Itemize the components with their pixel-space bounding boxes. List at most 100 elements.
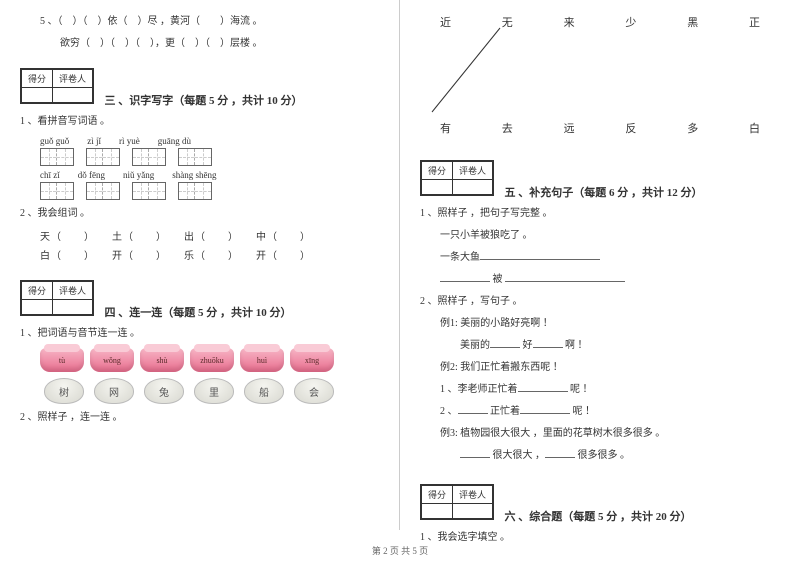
- pillow-item[interactable]: xīng: [290, 348, 334, 372]
- stone-item[interactable]: 网: [94, 378, 134, 404]
- q4-2: 2 、照样子 ，连一连 。: [20, 410, 379, 426]
- match-word[interactable]: 有: [440, 120, 451, 136]
- match-word[interactable]: 远: [564, 120, 575, 136]
- ex3: 例3: 植物园很大很大 ，里面的花草树木很多很多 。: [420, 426, 780, 442]
- ex2-1: 1 、李老师正忙着 呢 ！: [420, 382, 780, 398]
- pinyin-row-2: chī zǐ dǒ fēng niǔ yǎng shàng shēng: [40, 170, 379, 180]
- section-3-header: 得分 评卷人 三 、识字写字（每题 5 分 ，共计 10 分）: [20, 58, 379, 108]
- match-bottom-row: 有 去 远 反 多 白: [420, 120, 780, 136]
- grader-label: 评卷人: [53, 282, 93, 300]
- section-5-header: 得分 评卷人 五 、补充句子（每题 6 分 ，共计 12 分）: [420, 150, 780, 200]
- char-grid[interactable]: [132, 148, 166, 166]
- stone-item[interactable]: 会: [294, 378, 334, 404]
- text: 呢 ！: [573, 406, 596, 417]
- score-label: 得分: [422, 162, 453, 180]
- stone-item[interactable]: 树: [44, 378, 84, 404]
- left-column: 5 、（ ）（ ）依（ ）尽 ，黄河（ ）海流 。 欲穷（ ）（ ）（ ），更（…: [0, 0, 400, 530]
- grader-label: 评卷人: [53, 70, 93, 88]
- q5-1: 1 、照样子 ，把句子写完整 。: [420, 206, 780, 222]
- section-6-title: 六 、综合题（每题 5 分 ，共计 20 分）: [505, 508, 692, 524]
- ex3-fill: 很大很大 ， 很多很多 。: [420, 448, 780, 464]
- blank[interactable]: [458, 404, 488, 414]
- char-grid[interactable]: [40, 182, 74, 200]
- ex1: 例1: 美丽的小路好亮啊 ！: [420, 316, 780, 332]
- score-label: 得分: [22, 282, 53, 300]
- match-line-svg: [420, 20, 780, 120]
- q5-1a: 一只小羊被狼吃了 。: [420, 228, 780, 244]
- stone-item[interactable]: 里: [194, 378, 234, 404]
- match-word[interactable]: 白: [749, 120, 760, 136]
- blank[interactable]: [440, 272, 490, 282]
- score-box-3: 得分 评卷人: [20, 68, 94, 104]
- pillow-item[interactable]: tù: [40, 348, 84, 372]
- pillow-item[interactable]: zhuōku: [190, 348, 234, 372]
- q5-1c: 被: [420, 272, 780, 288]
- pinyin: chī zǐ: [40, 170, 60, 180]
- pinyin: zì jǐ: [87, 136, 101, 146]
- ex2-2: 2 、 正忙着 呢 ！: [420, 404, 780, 420]
- section-4-title: 四 、连一连（每题 5 分 ，共计 10 分）: [105, 304, 292, 320]
- score-box-5: 得分 评卷人: [420, 160, 494, 196]
- grid-row-1: [40, 148, 379, 166]
- blank[interactable]: [520, 404, 570, 414]
- text: 2 、: [440, 406, 458, 417]
- q5-2: 2 、照样子 ，写句子 。: [420, 294, 780, 310]
- pinyin: dǒ fēng: [78, 170, 105, 180]
- pinyin-row-1: guǒ guǒ zì jǐ rì yuè guāng dù: [40, 136, 379, 146]
- text: 啊 ！: [565, 340, 588, 351]
- match-word[interactable]: 多: [687, 120, 698, 136]
- section-6-header: 得分 评卷人 六 、综合题（每题 5 分 ，共计 20 分）: [420, 474, 780, 524]
- pillow-item[interactable]: huì: [240, 348, 284, 372]
- text: 很多很多 。: [578, 450, 631, 461]
- blank[interactable]: [518, 382, 568, 392]
- stone-row: 树 网 兔 里 船 会: [44, 378, 379, 404]
- score-label: 得分: [22, 70, 53, 88]
- pinyin: guǒ guǒ: [40, 136, 69, 146]
- score-label: 得分: [422, 486, 453, 504]
- q3-1: 1 、看拼音写词语 。: [20, 114, 379, 130]
- text: 被: [493, 274, 503, 285]
- text: 很大很大 ，: [493, 450, 546, 461]
- text: 1 、李老师正忙着: [440, 384, 518, 395]
- text: 正忙着: [490, 406, 520, 417]
- stone-item[interactable]: 兔: [144, 378, 184, 404]
- score-box-4: 得分 评卷人: [20, 280, 94, 316]
- text: 呢 ！: [570, 384, 593, 395]
- pinyin: niǔ yǎng: [123, 170, 154, 180]
- pillow-item[interactable]: wǒng: [90, 348, 134, 372]
- pillow-row: tù wǒng shù zhuōku huì xīng: [40, 348, 379, 372]
- q5-line2: 欲穷（ ）（ ）（ ），更（ ）（ ）层楼 。: [20, 36, 379, 52]
- q3-2: 2 、我会组词 。: [20, 206, 379, 222]
- pillow-item[interactable]: shù: [140, 348, 184, 372]
- pinyin: guāng dù: [158, 136, 191, 146]
- char-grid[interactable]: [86, 148, 120, 166]
- q5-1b: 一条大鱼: [420, 250, 780, 266]
- char-grid[interactable]: [132, 182, 166, 200]
- text: 好: [523, 340, 533, 351]
- match-word[interactable]: 去: [502, 120, 513, 136]
- blank[interactable]: [460, 448, 490, 458]
- score-box-6: 得分 评卷人: [420, 484, 494, 520]
- blank[interactable]: [545, 448, 575, 458]
- words-row-2: 白（ ） 开（ ） 乐（ ） 开（ ）: [40, 247, 379, 262]
- page-footer: 第 2 页 共 5 页: [0, 544, 800, 557]
- match-word[interactable]: 反: [625, 120, 636, 136]
- words-row-1: 天（ ） 土（ ） 出（ ） 中（ ）: [40, 228, 379, 243]
- blank[interactable]: [490, 338, 520, 348]
- right-column: 近 无 来 少 黑 正 有 去 远 反 多 白 得分 评卷人: [400, 0, 800, 530]
- blank[interactable]: [480, 250, 600, 260]
- text: 美丽的: [460, 340, 490, 351]
- char-grid[interactable]: [178, 148, 212, 166]
- char-grid[interactable]: [40, 148, 74, 166]
- char-grid[interactable]: [178, 182, 212, 200]
- section-4-header: 得分 评卷人 四 、连一连（每题 5 分 ，共计 10 分）: [20, 270, 379, 320]
- blank[interactable]: [533, 338, 563, 348]
- stone-item[interactable]: 船: [244, 378, 284, 404]
- q4-1: 1 、把词语与音节连一连 。: [20, 326, 379, 342]
- grader-label: 评卷人: [453, 486, 493, 504]
- ex2: 例2: 我们正忙着搬东西呢 ！: [420, 360, 780, 376]
- blank[interactable]: [505, 272, 625, 282]
- pinyin: shàng shēng: [172, 170, 216, 180]
- q5-line1: 5 、（ ）（ ）依（ ）尽 ，黄河（ ）海流 。: [20, 14, 379, 30]
- char-grid[interactable]: [86, 182, 120, 200]
